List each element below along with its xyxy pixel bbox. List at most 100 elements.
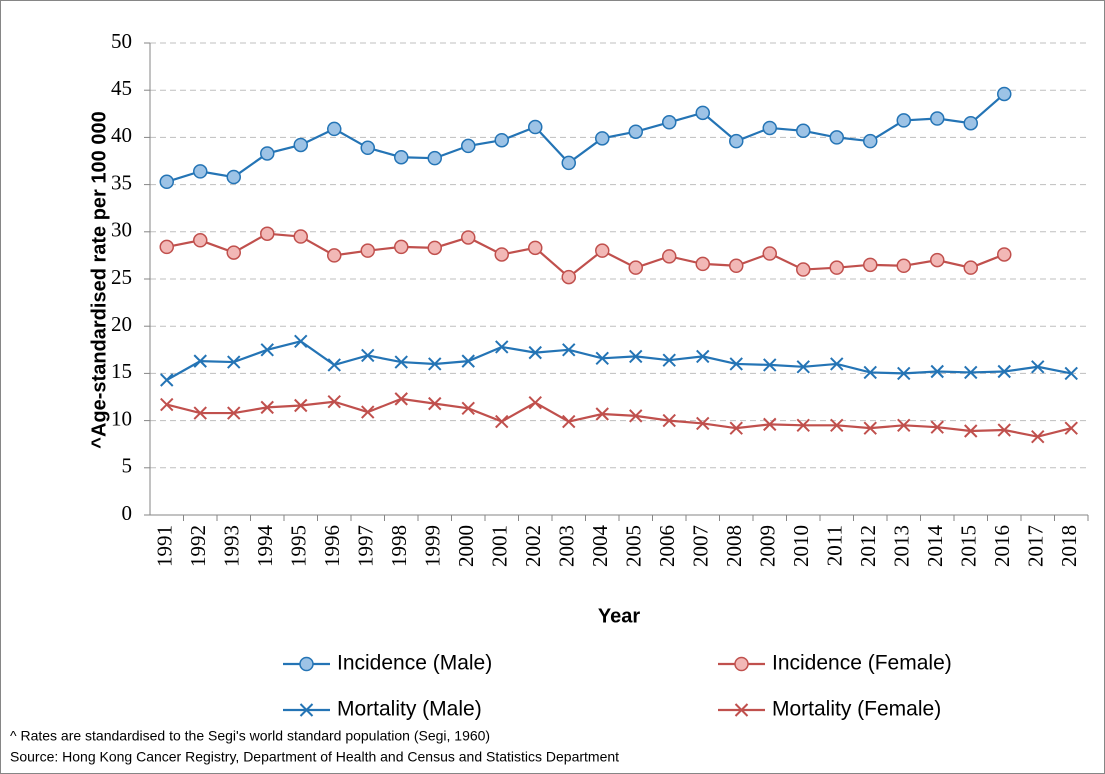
data-point [193,164,208,179]
data-point [1064,366,1078,381]
data-point [562,414,576,429]
data-point [159,239,174,255]
data-point [495,414,509,429]
data-point [763,358,777,372]
x-tick-label: 2000 [454,525,478,567]
x-tick-label: 2014 [923,525,947,568]
data-point [1064,421,1078,435]
data-point [361,348,375,363]
y-tick-label: 35 [111,170,132,194]
source-note: Source: Hong Kong Cancer Registry, Depar… [10,749,619,765]
data-point [997,86,1012,102]
data-point [461,354,475,368]
data-point [729,258,744,274]
data-point [1031,360,1045,374]
data-point [495,340,509,354]
x-tick-label: 2003 [555,525,579,567]
data-point [696,349,710,364]
data-point [561,155,576,171]
y-tick-label: 0 [122,501,133,525]
data-point [595,407,609,421]
series-line [166,397,1072,438]
data-point [427,150,442,166]
data-point [528,345,542,360]
data-point [361,405,375,419]
legend-label: Incidence (Male) [337,652,492,675]
data-point [629,409,643,423]
data-point [796,262,811,277]
x-tick-label: 2013 [890,525,914,567]
x-tick-label: 2009 [756,525,780,567]
data-point [896,258,911,274]
x-tick-label: 1994 [253,525,277,568]
data-point [1031,429,1045,444]
x-tick-label: 2017 [1024,525,1048,567]
x-tick-label: 1991 [153,525,177,567]
data-point [629,349,643,364]
data-point [763,417,777,432]
y-tick-label: 20 [111,312,132,336]
data-point [327,121,342,137]
data-point [796,123,811,139]
data-point [930,420,944,434]
data-point [260,343,274,357]
data-point [628,260,643,275]
data-point [494,132,509,148]
x-tick-label: 2008 [722,525,746,567]
data-point [561,269,576,285]
x-tick-label: 1993 [220,525,244,567]
data-point [595,243,610,258]
x-tick-label: 2015 [957,525,981,567]
data-point [662,413,676,428]
x-tick-label: 2007 [689,525,713,567]
data-point [863,257,878,273]
data-point [997,423,1011,437]
data-point [327,358,341,372]
data-point [963,115,978,131]
data-point [662,115,677,130]
x-tick-label: 2018 [1057,525,1081,567]
legend-marker [299,703,314,717]
series-line [166,340,1072,381]
data-point [964,365,978,380]
data-point [260,146,275,161]
data-point [595,351,609,366]
y-tick-label: 10 [111,406,132,430]
data-point [327,395,341,409]
data-point [227,355,241,369]
data-point [494,247,509,262]
data-point [394,355,408,369]
x-tick-label: 1992 [186,525,210,567]
data-point [696,416,710,431]
data-point [997,364,1011,379]
legend-marker [734,656,749,672]
y-tick-label: 5 [122,454,133,478]
x-tick-label: 2010 [789,525,813,567]
legend-marker [299,656,314,672]
data-point [327,248,342,263]
data-point [595,131,610,146]
data-point [394,239,409,255]
data-point [159,174,174,190]
legend-marker [734,703,749,717]
data-point [562,343,576,357]
data-point [796,418,810,433]
y-tick-label: 30 [111,218,132,242]
data-point [628,124,643,139]
x-axis-title: Year [598,605,640,627]
data-point [260,400,274,415]
x-tick-label: 2004 [588,525,612,568]
data-point [360,243,375,258]
data-point [796,360,810,374]
data-point [829,130,844,145]
data-point [963,260,978,275]
x-tick-label: 1998 [387,525,411,567]
data-point [193,354,207,368]
data-point [863,421,877,435]
data-point [896,113,911,128]
data-point [762,120,777,136]
data-point [729,133,744,149]
data-point [294,398,308,413]
x-tick-label: 2001 [488,525,512,567]
x-tick-label: 2006 [655,525,679,567]
